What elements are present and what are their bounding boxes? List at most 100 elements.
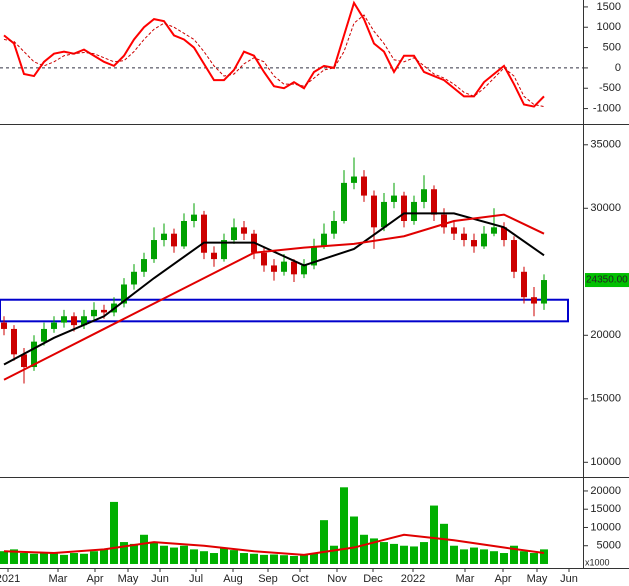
candle-body — [291, 261, 297, 275]
y-tick-label: -1000 — [593, 102, 621, 114]
candle-body — [61, 316, 67, 323]
x-tick-label: Mar — [49, 573, 68, 585]
volume-bar — [530, 553, 538, 564]
volume-bar — [340, 487, 348, 564]
candle-body — [21, 354, 27, 368]
candle-body — [51, 322, 57, 329]
volume-bar — [170, 547, 178, 564]
candle-body — [271, 265, 277, 272]
candle-body — [71, 316, 77, 326]
x-tick-label: Oct — [291, 573, 308, 585]
candle-body — [161, 233, 167, 241]
candle-body — [451, 227, 457, 234]
candle-body — [331, 220, 337, 234]
volume-bar — [20, 553, 28, 564]
y-tick-label: 1500 — [597, 1, 621, 13]
candle-body — [41, 328, 47, 342]
y-tick-label: 15000 — [590, 503, 621, 515]
volume-bar — [460, 549, 468, 564]
volume-bar — [430, 505, 438, 564]
candle-body — [81, 316, 87, 326]
y-tick-label: 500 — [603, 41, 621, 53]
last-price-box — [585, 273, 629, 288]
candle-body — [351, 176, 357, 183]
y-tick-label: 10000 — [590, 456, 621, 468]
volume-bar — [540, 549, 548, 564]
volume-bar — [470, 547, 478, 564]
volume-bar — [450, 545, 458, 564]
candle-body — [151, 240, 157, 260]
volume-bar — [160, 545, 168, 564]
volume-bar — [200, 551, 208, 564]
candle-body — [501, 227, 507, 241]
y-tick-label: 5000 — [597, 540, 621, 552]
volume-bar — [30, 553, 38, 564]
candle-body — [191, 214, 197, 221]
x-tick-label: Apr — [494, 573, 511, 585]
support-zone — [0, 298, 569, 323]
volume-bar — [230, 550, 238, 564]
volume-bar — [250, 553, 258, 564]
series-line — [3, 0, 545, 108]
series-line — [3, 533, 545, 556]
candle-body — [421, 189, 427, 202]
candle-body — [181, 220, 187, 247]
volume-bar — [290, 555, 298, 564]
candle-body — [221, 240, 227, 260]
x-tick-label: Nov — [327, 573, 347, 585]
candle-body — [491, 227, 497, 234]
series-line — [3, 212, 545, 366]
candle-body — [231, 227, 237, 241]
volume-bar — [120, 542, 128, 564]
y-tick-label: 15000 — [590, 393, 621, 405]
candle-body — [131, 271, 137, 285]
volume-bar — [420, 542, 428, 564]
volume-bar — [260, 554, 268, 564]
candle-body — [481, 233, 487, 247]
y-tick-label: 0 — [615, 62, 621, 74]
volume-bar — [270, 554, 278, 564]
x-tick-label: Aug — [223, 573, 243, 585]
x-tick-label: Mar — [456, 573, 475, 585]
y-tick-label: 30000 — [590, 202, 621, 214]
volume-bar — [360, 534, 368, 564]
y-tick-label: -500 — [599, 82, 621, 94]
volume-bar — [210, 553, 218, 564]
candle-body — [1, 322, 7, 329]
candle-body — [121, 284, 127, 304]
unit-label: x1000 — [585, 557, 610, 567]
volume-bar — [40, 552, 48, 564]
x-tick-label: May — [118, 573, 139, 585]
volume-bar — [310, 553, 318, 564]
volume-bar — [220, 547, 228, 564]
candle-body — [381, 201, 387, 228]
x-tick-label: Jun — [151, 573, 169, 585]
volume-bar — [350, 516, 358, 564]
candle-body — [431, 189, 437, 215]
candle-body — [521, 271, 527, 298]
volume-bar — [330, 545, 338, 564]
volume-bar — [100, 549, 108, 564]
volume-bar — [180, 545, 188, 564]
volume-bar — [80, 553, 88, 564]
x-tick-label: Jun — [560, 573, 578, 585]
volume-bar — [320, 520, 328, 564]
volume-bar — [500, 553, 508, 564]
volume-bar — [390, 543, 398, 564]
volume-bar — [380, 542, 388, 564]
candle-body — [461, 233, 467, 241]
last-price-label: 24350.00 — [586, 275, 628, 286]
candle-body — [401, 195, 407, 221]
candle-body — [541, 280, 547, 304]
volume-bar — [0, 551, 8, 564]
volume-bar — [440, 523, 448, 564]
candle-body — [281, 261, 287, 272]
x-tick-label: Apr — [86, 573, 103, 585]
volume-bar — [110, 501, 118, 564]
candle-body — [201, 214, 207, 253]
y-tick-label: 20000 — [590, 485, 621, 497]
volume-bar — [490, 551, 498, 564]
volume-bar — [240, 553, 248, 564]
x-tick-label: 2021 — [0, 573, 20, 585]
